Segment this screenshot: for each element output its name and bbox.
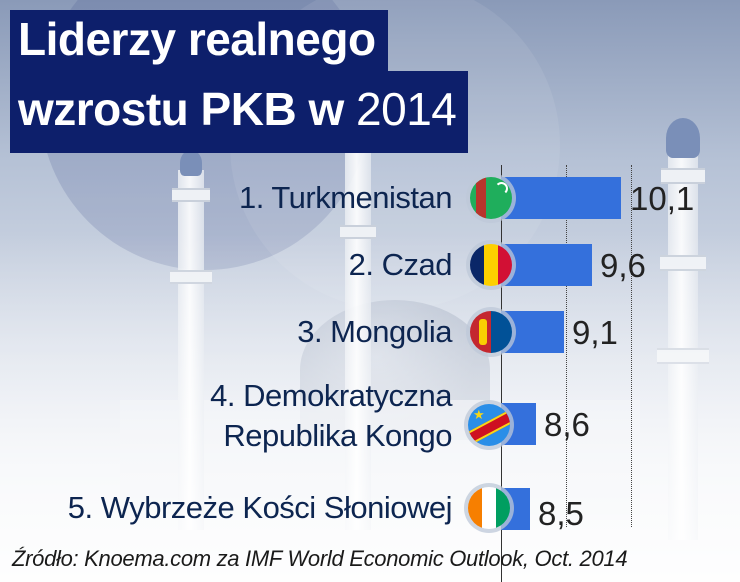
- value-label: 10,1: [630, 180, 695, 217]
- gridline: [631, 165, 632, 527]
- value-label: 9,1: [572, 314, 618, 351]
- country-label: 5. Wybrzeże Kości Słoniowej: [67, 490, 453, 525]
- chart-title-line-1: Liderzy realnego: [10, 10, 388, 71]
- country-label-line-2: Republika Kongo: [223, 418, 452, 453]
- value-label: 8,5: [538, 495, 584, 532]
- dr-congo-flag-icon: ★: [464, 400, 514, 450]
- chad-flag-icon: [466, 240, 516, 290]
- country-label: 3. Mongolia: [297, 314, 452, 349]
- gridline: [566, 165, 567, 527]
- country-label-line-1: 4. Demokratyczna: [210, 378, 452, 413]
- title-text: wzrostu PKB w: [18, 83, 344, 135]
- country-label: 2. Czad: [348, 247, 453, 282]
- source-note: Źródło: Knoema.com za IMF World Economic…: [12, 546, 628, 571]
- title-year: 2014: [356, 83, 457, 135]
- turkmenistan-flag-icon: [466, 173, 516, 223]
- value-label: 8,6: [544, 406, 590, 443]
- mongolia-flag-icon: [466, 307, 516, 357]
- chart-title-line-2: wzrostu PKB w 2014: [10, 71, 469, 153]
- value-label: 9,6: [600, 247, 646, 284]
- y-axis-line: [501, 165, 502, 582]
- country-label: 4. Demokratyczna Republika Kongo: [210, 378, 452, 454]
- country-label: 1. Turkmenistan: [238, 180, 453, 215]
- bar: [501, 244, 592, 286]
- ivory-coast-flag-icon: [464, 483, 514, 533]
- title-text: Liderzy realnego: [18, 13, 376, 65]
- bar: [501, 177, 621, 219]
